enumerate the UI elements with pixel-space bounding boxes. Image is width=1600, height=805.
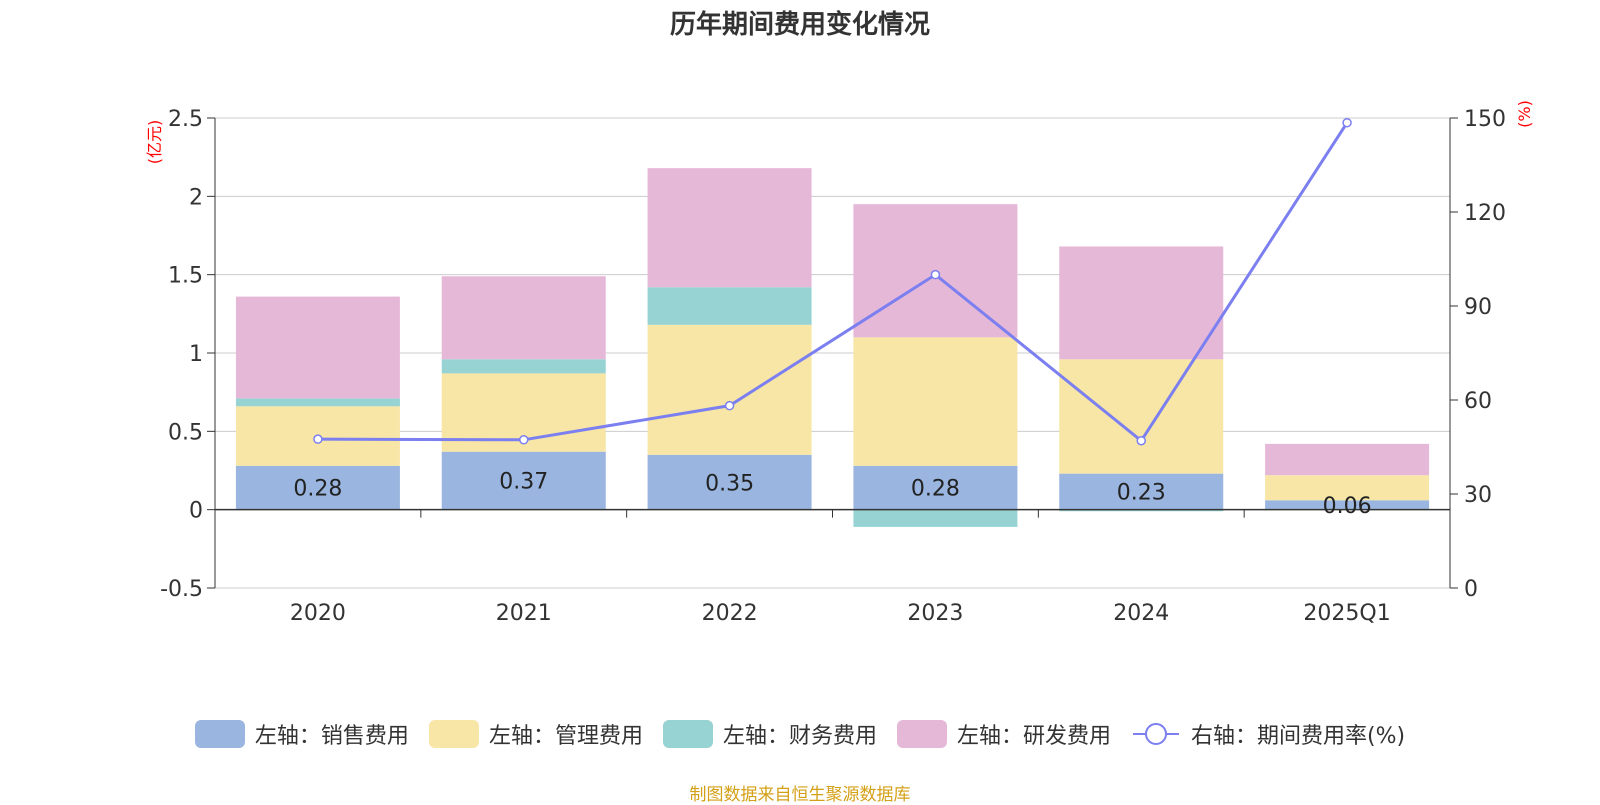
bar-segment — [235, 398, 400, 407]
legend-line-marker-icon — [1132, 723, 1179, 745]
bar-value-label: 0.35 — [705, 471, 754, 496]
right-axis-tick-label: 30 — [1464, 483, 1492, 508]
bar-segment — [647, 168, 812, 288]
rate-point — [313, 434, 323, 444]
rate-point — [1136, 435, 1146, 446]
right-axis-tick-label: 120 — [1464, 201, 1506, 226]
left-axis-tick-label: 1 — [189, 342, 203, 367]
legend-label-rate: 右轴：期间费用率(%) — [1190, 724, 1406, 749]
bar-segment — [1265, 500, 1430, 510]
left-axis-tick-label: -0.5 — [160, 577, 203, 602]
gridlines — [215, 117, 1450, 589]
left-axis-tick-label: 1.5 — [168, 264, 203, 289]
left-axis-tick-label: 0 — [189, 499, 203, 524]
legend-item-sales[interactable]: 左轴：销售费用 — [194, 718, 409, 750]
left-axis-tick-label: 0.5 — [168, 420, 203, 445]
legend-swatch-finance — [662, 720, 713, 748]
right-axis-unit: (%) — [1515, 100, 1534, 128]
right-axis-tick-label: 150 — [1464, 107, 1506, 132]
rate-point — [519, 435, 529, 445]
rate-line-path — [317, 121, 1349, 443]
legend: 左轴：销售费用 左轴：管理费用 左轴：财务费用 左轴：研发费用 右轴：期间费用率… — [0, 718, 1600, 750]
rate-point — [930, 269, 941, 280]
rate-point — [724, 400, 735, 411]
bar-segment — [1059, 473, 1224, 510]
legend-swatch-admin — [428, 720, 479, 748]
left-axis-tick-label: 2.5 — [168, 107, 203, 132]
bar-segment — [853, 465, 1018, 510]
bar-value-label: 0.28 — [911, 477, 960, 502]
x-axis-tick-label: 2023 — [907, 601, 963, 626]
chart-title: 历年期间费用变化情况 — [669, 10, 930, 40]
left-axis-unit: (亿元) — [145, 120, 164, 165]
legend-item-finance[interactable]: 左轴：财务费用 — [662, 718, 877, 750]
bar-segment — [853, 509, 1018, 527]
bar-value-label: 0.37 — [499, 470, 548, 495]
bar-segment — [647, 324, 812, 455]
x-axis-tick-label: 2022 — [702, 601, 758, 626]
bar-segment — [235, 465, 400, 510]
legend-label-rnd: 左轴：研发费用 — [956, 724, 1111, 749]
x-axis-tick-label: 2025Q1 — [1303, 601, 1390, 626]
right-axis-tick-label: 60 — [1464, 389, 1492, 414]
bar-segment — [853, 337, 1018, 466]
left-axis-tick-label: 2 — [189, 185, 203, 210]
legend-swatch-sales — [194, 720, 245, 748]
x-axis-tick-label: 2024 — [1113, 601, 1169, 626]
bar-value-label: 0.06 — [1323, 494, 1372, 519]
chart-plot: -0.5 0 0.5 1 1.5 2 2.5(亿元) 0 30 60 90 120 150 (%) 2020… — [145, 100, 1534, 626]
bar-value-label: 0.23 — [1117, 481, 1166, 506]
bar-segment — [1059, 509, 1224, 512]
bar-segment — [441, 451, 606, 510]
bar-segment — [1059, 359, 1224, 474]
legend-label-finance: 左轴：财务费用 — [722, 724, 877, 749]
bar-segment — [647, 287, 812, 325]
axes: -0.5 0 0.5 1 1.5 2 2.5(亿元) 0 30 60 90 120 150 (%) 2020… — [145, 100, 1534, 626]
legend-label-admin: 左轴：管理费用 — [488, 724, 643, 749]
legend-item-admin[interactable]: 左轴：管理费用 — [428, 718, 643, 750]
bar-labels: 0.28 0.37 0.35 0.28 0.23 0.06 — [293, 470, 1371, 519]
right-axis-tick-label: 90 — [1464, 295, 1492, 320]
bar-segment — [441, 359, 606, 374]
legend-swatch-rnd — [896, 720, 947, 748]
bar-segment — [1265, 475, 1430, 501]
legend-item-rnd[interactable]: 左轴：研发费用 — [896, 718, 1111, 750]
right-axis-tick-label: 0 — [1464, 577, 1478, 602]
x-axis-tick-label: 2021 — [496, 601, 552, 626]
bar-segment — [235, 296, 400, 399]
legend-item-rate[interactable]: 右轴：期间费用率(%) — [1131, 718, 1405, 750]
rate-line — [313, 117, 1352, 446]
source-note: 制图数据来自恒生聚源数据库 — [689, 785, 911, 805]
bar-segment — [1265, 443, 1430, 476]
bar-segment — [1059, 246, 1224, 360]
bars — [235, 168, 1430, 527]
bar-segment — [441, 276, 606, 360]
rate-point — [1342, 117, 1352, 128]
bar-value-label: 0.28 — [293, 477, 342, 502]
bar-segment — [647, 454, 812, 510]
legend-label-sales: 左轴：销售费用 — [254, 724, 409, 749]
x-axis-tick-label: 2020 — [290, 601, 346, 626]
